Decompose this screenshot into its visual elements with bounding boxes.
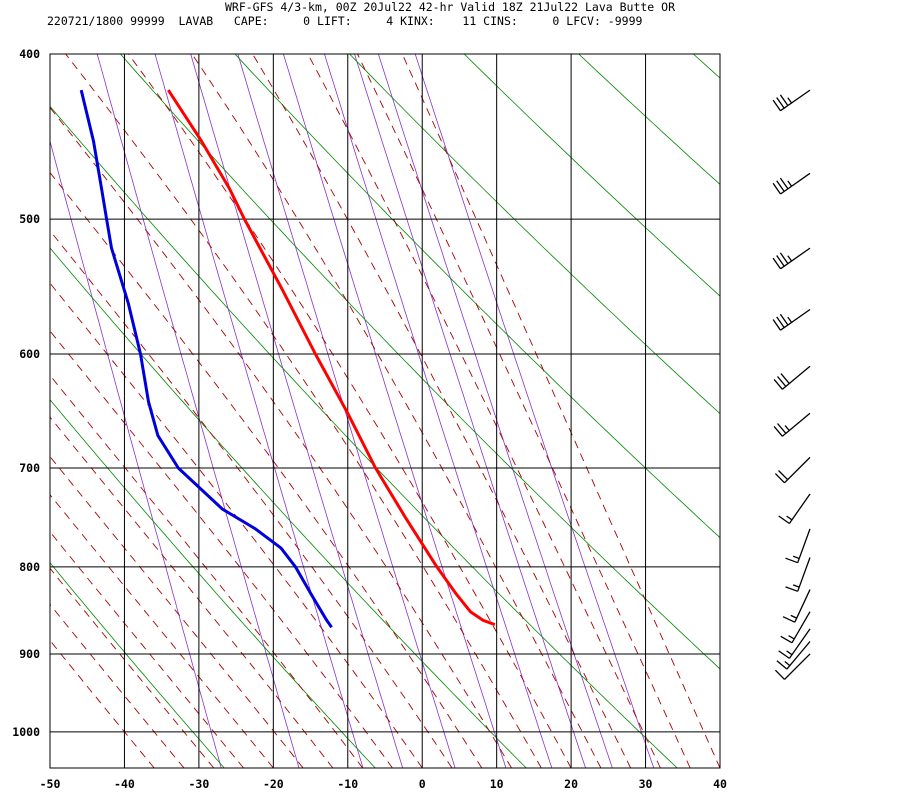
mixing-ratio-line <box>237 54 456 768</box>
mixing-ratio-line <box>283 54 507 768</box>
wind-barb <box>772 172 811 195</box>
moist-adiabat-line <box>401 54 720 768</box>
moist-adiabat-line <box>307 54 661 768</box>
moist-adiabat-line <box>50 567 215 768</box>
x-tick-label: 10 <box>490 777 504 791</box>
y-tick-label: 1000 <box>12 725 40 739</box>
y-tick-label: 700 <box>19 461 40 475</box>
wind-barb <box>782 589 811 623</box>
wind-barb <box>785 528 811 564</box>
x-tick-label: -50 <box>40 777 61 791</box>
y-tick-label: 500 <box>19 212 40 226</box>
dry-adiabat-line <box>50 105 678 768</box>
moist-adiabat-line <box>252 54 632 768</box>
wind-barb <box>772 308 811 331</box>
dry-adiabat-line <box>463 54 720 297</box>
mixing-ratio-line <box>378 54 613 768</box>
mixing-ratio-line <box>190 54 404 768</box>
stats-line: 220721/1800 99999 LAVAB CAPE: 0 LIFT: 4 … <box>47 14 643 28</box>
mixing-ratio-line <box>414 54 655 768</box>
moist-adiabat-line <box>50 603 185 768</box>
wind-barb <box>778 628 811 659</box>
moist-adiabat-line <box>50 639 155 768</box>
wind-barb <box>773 365 811 390</box>
chart-title: WRF-GFS 4/3-km, 00Z 20Jul22 42-hr Valid … <box>224 0 676 14</box>
wind-barb <box>785 557 811 592</box>
x-tick-label: -20 <box>263 777 284 791</box>
temperature-profile-line <box>167 89 496 627</box>
dry-adiabat-line <box>50 562 225 768</box>
wind-barb <box>780 611 811 644</box>
moist-adiabat-line <box>50 106 512 768</box>
moist-adiabat-line <box>50 330 393 768</box>
wind-barb <box>774 456 811 484</box>
moist-adiabat-line <box>50 171 483 768</box>
moist-adiabat-line <box>191 54 602 768</box>
x-tick-label: 40 <box>713 777 727 791</box>
wind-barb <box>773 412 811 437</box>
moist-adiabat-line <box>50 282 423 768</box>
dry-adiabat-line <box>349 54 720 415</box>
y-tick-label: 800 <box>19 560 40 574</box>
moist-adiabat-line <box>50 531 244 768</box>
wind-barb <box>774 653 811 680</box>
plot-frame <box>49 53 721 769</box>
dry-adiabat-line <box>693 54 720 79</box>
x-tick-label: -40 <box>114 777 135 791</box>
wind-barb-column <box>772 89 811 680</box>
header: WRF-GFS 4/3-km, 00Z 20Jul22 42-hr Valid … <box>0 0 900 32</box>
mixing-ratio-line <box>50 139 222 768</box>
moist-adiabat-line <box>50 455 304 768</box>
y-tick-label: 900 <box>19 647 40 661</box>
mixing-ratio-line <box>324 54 553 768</box>
wind-barb <box>776 641 811 670</box>
x-tick-label: -10 <box>337 777 358 791</box>
dry-adiabat-line <box>120 54 720 670</box>
moist-adiabat-line <box>50 494 274 768</box>
moist-adiabat-line <box>357 54 691 768</box>
axis-tick-labels: -50 -40 -30 -20 -10 0 10 20 30 40 400 500 600 700 800 9… <box>12 47 727 791</box>
dry-adiabat-line <box>50 399 376 768</box>
wind-barb <box>778 493 811 525</box>
wind-barb <box>772 89 811 112</box>
dewpoint-profile-line <box>79 89 333 629</box>
x-tick-label: 0 <box>419 777 426 791</box>
x-tick-label: -30 <box>188 777 209 791</box>
mixing-ratio-line <box>154 54 364 768</box>
moist-adiabat-line <box>65 54 542 768</box>
moist-adiabat-line <box>50 416 334 768</box>
y-tick-label: 600 <box>19 347 40 361</box>
background-isopleths <box>50 54 720 768</box>
mixing-ratio-line <box>354 54 586 768</box>
x-tick-label: 30 <box>639 777 653 791</box>
moist-adiabat-line <box>50 230 453 768</box>
wind-barb <box>772 247 811 270</box>
dry-adiabat-line <box>234 54 720 539</box>
moist-adiabat-line <box>128 54 572 768</box>
moist-adiabat-line <box>50 374 364 768</box>
dry-adiabat-line <box>578 54 720 185</box>
dry-adiabat-line <box>50 247 527 768</box>
y-tick-label: 400 <box>19 47 40 61</box>
x-tick-label: 20 <box>564 777 578 791</box>
mixing-ratio-line <box>96 54 300 768</box>
profile-series <box>79 89 496 629</box>
